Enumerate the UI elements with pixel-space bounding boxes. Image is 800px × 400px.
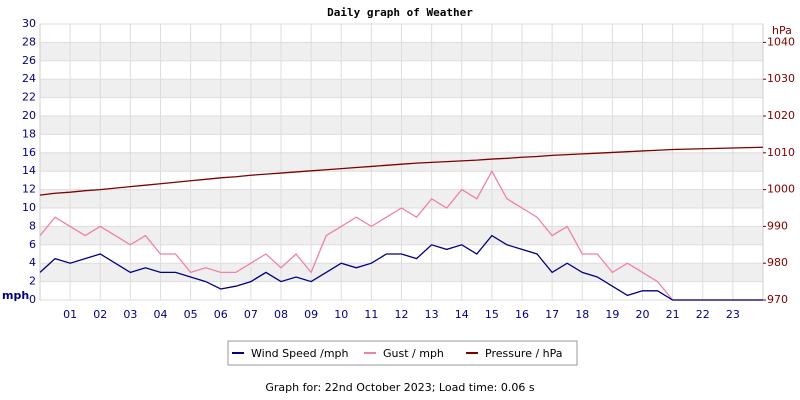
y-tick-label: 0 bbox=[29, 293, 36, 306]
x-tick-label: 01 bbox=[63, 308, 77, 321]
x-tick-label: 18 bbox=[575, 308, 589, 321]
x-tick-label: 21 bbox=[666, 308, 680, 321]
y-tick-label: 24 bbox=[22, 72, 36, 85]
x-tick-label: 09 bbox=[304, 308, 318, 321]
y2-tick-label: 1040 bbox=[767, 35, 795, 48]
y2-tick-label: 980 bbox=[767, 256, 788, 269]
y-axis-label: mph bbox=[2, 289, 29, 302]
y-tick-label: 14 bbox=[22, 164, 36, 177]
x-tick-label: 19 bbox=[605, 308, 619, 321]
series-line bbox=[39, 146, 764, 196]
legend-label: Gust / mph bbox=[383, 347, 444, 360]
y-tick-label: 2 bbox=[29, 275, 36, 288]
y-tick-label: 18 bbox=[22, 127, 36, 140]
x-tick-label: 11 bbox=[364, 308, 378, 321]
x-tick-label: 14 bbox=[455, 308, 469, 321]
y-tick-label: 28 bbox=[22, 35, 36, 48]
x-tick-label: 20 bbox=[636, 308, 650, 321]
series-line bbox=[39, 234, 763, 301]
y-tick-label: 6 bbox=[29, 238, 36, 251]
y-tick-label: 8 bbox=[29, 219, 36, 232]
x-tick-label: 22 bbox=[696, 308, 710, 321]
y-tick-label: 20 bbox=[22, 109, 36, 122]
legend-label: Pressure / hPa bbox=[485, 347, 563, 360]
legend-label: Wind Speed /mph bbox=[251, 347, 349, 360]
y-tick-label: 10 bbox=[22, 201, 36, 214]
series-line bbox=[39, 169, 763, 301]
legend-box bbox=[227, 340, 578, 366]
x-tick-label: 15 bbox=[485, 308, 499, 321]
y-tick-label: 22 bbox=[22, 91, 36, 104]
y2-axis-label: hPa bbox=[772, 24, 792, 37]
x-tick-label: 03 bbox=[123, 308, 137, 321]
x-tick-label: 12 bbox=[395, 308, 409, 321]
x-tick-label: 16 bbox=[515, 308, 529, 321]
y-tick-label: 30 bbox=[22, 17, 36, 30]
x-tick-label: 08 bbox=[274, 308, 288, 321]
x-tick-label: 06 bbox=[214, 308, 228, 321]
x-tick-label: 13 bbox=[425, 308, 439, 321]
y2-tick-label: 970 bbox=[767, 293, 788, 306]
chart-title: Daily graph of Weather bbox=[327, 6, 473, 19]
footer: Graph for: 22nd October 2023; Load time:… bbox=[265, 381, 534, 394]
x-tick-label: 02 bbox=[93, 308, 107, 321]
x-tick-label: 17 bbox=[545, 308, 559, 321]
y-tick-label: 4 bbox=[29, 256, 36, 269]
y-tick-label: 26 bbox=[22, 54, 36, 67]
x-tick-label: 05 bbox=[184, 308, 198, 321]
y2-tick-label: 1030 bbox=[767, 72, 795, 85]
y2-tick-label: 1000 bbox=[767, 183, 795, 196]
x-tick-label: 07 bbox=[244, 308, 258, 321]
y2-tick-label: 1020 bbox=[767, 109, 795, 122]
y2-tick-label: 1010 bbox=[767, 146, 795, 159]
x-tick-label: 04 bbox=[154, 308, 168, 321]
y2-tick-label: 990 bbox=[767, 219, 788, 232]
y-tick-label: 12 bbox=[22, 183, 36, 196]
x-tick-label: 10 bbox=[334, 308, 348, 321]
y-tick-label: 16 bbox=[22, 146, 36, 159]
x-tick-label: 23 bbox=[726, 308, 740, 321]
